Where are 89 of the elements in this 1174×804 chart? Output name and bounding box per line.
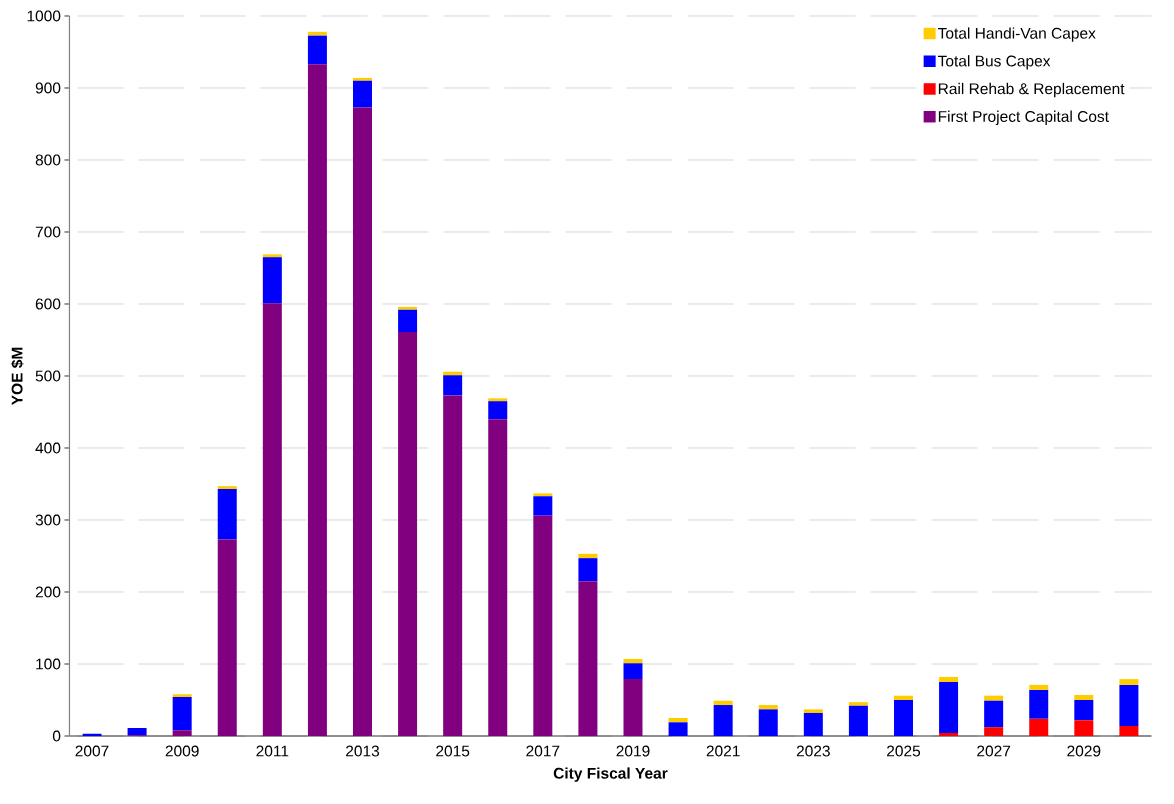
bar [939, 733, 959, 736]
bar [1029, 689, 1049, 719]
x-tick-label: 2029 [1067, 745, 1101, 757]
y-tick-label: 200 [35, 586, 61, 598]
bar [488, 398, 508, 402]
x-tick-label: 2009 [165, 745, 199, 757]
y-axis-title: YOE $M [10, 347, 24, 406]
bar [488, 419, 508, 736]
bar [668, 722, 688, 736]
legend-label: Rail Rehab & Replacement [938, 82, 1125, 98]
bar [262, 257, 282, 304]
bar [578, 553, 598, 559]
bar [82, 733, 102, 736]
bar [398, 309, 418, 333]
bar [1029, 718, 1049, 736]
bar [713, 700, 733, 706]
bar [713, 705, 733, 736]
bar [217, 489, 237, 540]
bar [623, 663, 643, 680]
y-tick-label: 1000 [27, 10, 61, 22]
bar [443, 375, 463, 396]
x-tick-label: 2025 [887, 745, 921, 757]
bar [172, 730, 192, 736]
bar [172, 694, 192, 698]
bar [262, 303, 282, 736]
x-tick-label: 2011 [256, 745, 289, 757]
x-tick-label: 2019 [616, 745, 650, 757]
y-tick-label: 100 [36, 658, 61, 670]
y-tick-label: 400 [35, 442, 61, 454]
y-tick-label: 500 [35, 370, 61, 382]
y-tick-label: 900 [35, 82, 61, 94]
bar [1074, 700, 1094, 721]
bar [758, 709, 778, 736]
bar [848, 702, 868, 706]
bar [1074, 694, 1094, 700]
bar [307, 35, 327, 65]
x-tick-label: 2021 [706, 745, 740, 757]
bar [443, 395, 463, 736]
bar [1119, 725, 1139, 736]
x-tick-label: 2013 [346, 745, 380, 757]
y-tick-label: 300 [35, 514, 61, 526]
bar [533, 515, 553, 736]
bar [307, 64, 327, 736]
bar [353, 107, 372, 736]
bar [217, 539, 237, 736]
bar [533, 496, 553, 516]
bar [939, 682, 959, 734]
bar [668, 718, 688, 723]
bar [1074, 720, 1094, 736]
bar [803, 712, 823, 736]
x-tick-label: 2027 [977, 745, 1011, 757]
bar [488, 401, 508, 420]
legend-label: First Project Capital Cost [938, 110, 1109, 126]
x-tick-label: 2023 [796, 745, 830, 757]
y-tick-label: 600 [35, 298, 61, 310]
x-axis-title: City Fiscal Year [553, 767, 668, 782]
bar [398, 332, 418, 736]
bar [578, 558, 598, 582]
bar [262, 254, 282, 258]
bar [217, 486, 237, 490]
bar [578, 581, 598, 736]
legend-label: Total Handi-Van Capex [937, 27, 1096, 42]
bar [353, 77, 372, 81]
bar [984, 700, 1004, 728]
bar [1029, 684, 1049, 690]
bar [893, 695, 913, 700]
bar [172, 697, 192, 731]
x-tick-label: 2007 [75, 745, 109, 757]
x-tick-label: 2015 [436, 745, 470, 757]
y-tick-label: 0 [52, 730, 61, 742]
bar [533, 493, 553, 497]
bar [623, 679, 643, 736]
bar [758, 705, 778, 710]
bar [984, 727, 1004, 736]
bar [803, 709, 823, 713]
bar [893, 700, 913, 736]
bar [1119, 684, 1139, 726]
bar [353, 80, 372, 108]
bar [939, 676, 959, 682]
bar [848, 705, 868, 736]
legend-label: Total Bus Capex [937, 55, 1051, 70]
bar [398, 306, 418, 310]
bar [1119, 679, 1139, 685]
bar [984, 695, 1004, 701]
bar [127, 728, 147, 736]
x-tick-label: 2017 [526, 745, 560, 757]
y-tick-label: 700 [35, 226, 61, 238]
bar [623, 658, 643, 664]
y-tick-label: 800 [35, 154, 61, 166]
